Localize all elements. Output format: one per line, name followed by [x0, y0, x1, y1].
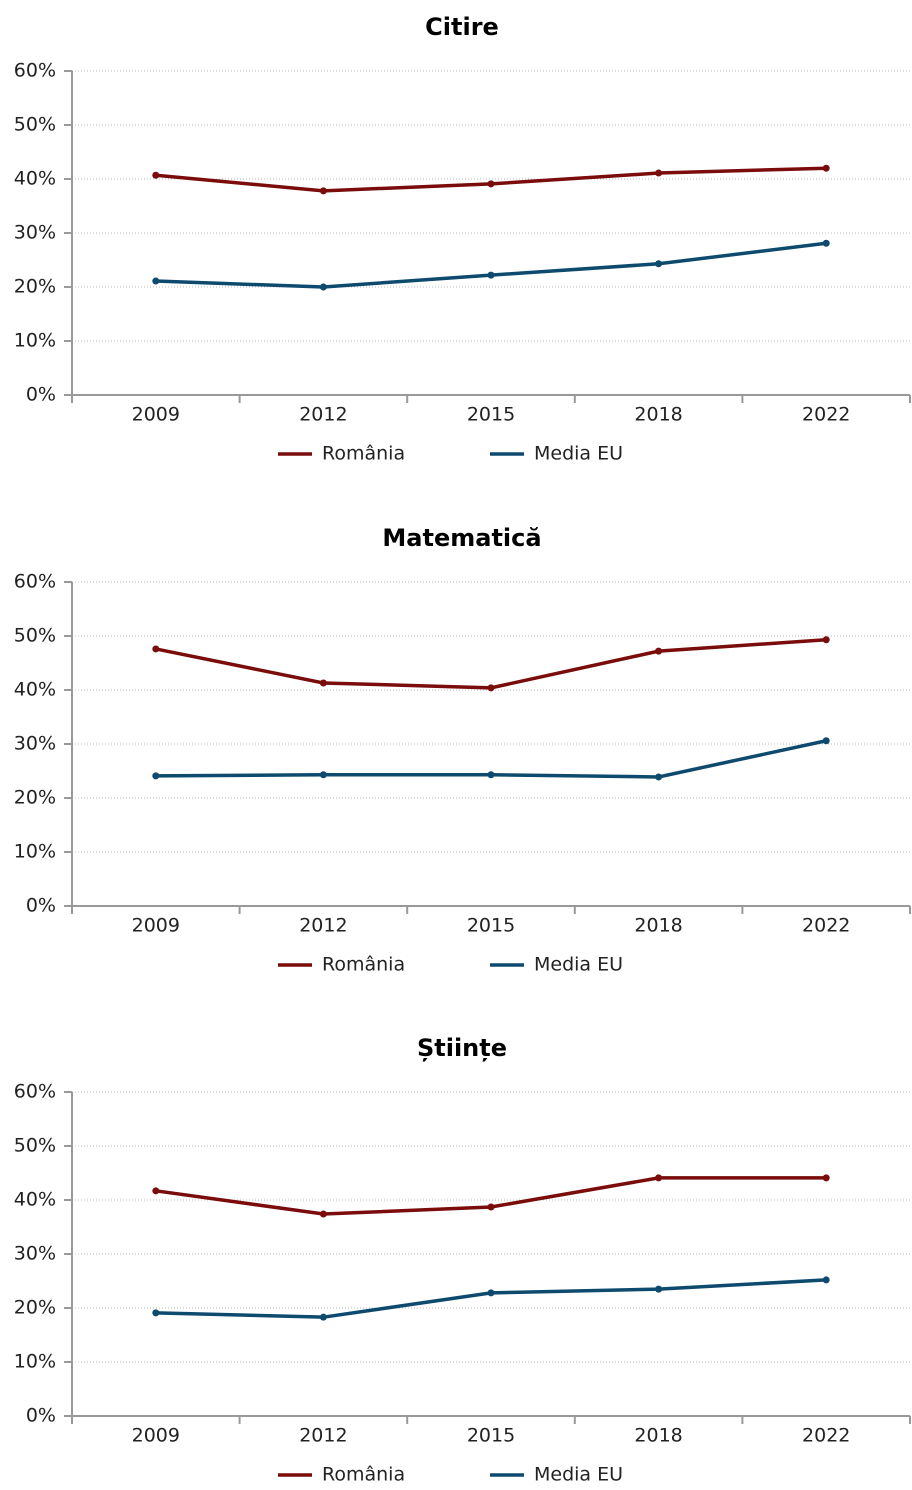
y-tick-label: 50%	[14, 114, 56, 136]
y-tick-label: 20%	[14, 1297, 56, 1319]
x-tick-label: 2012	[299, 915, 347, 937]
y-tick-label: 20%	[14, 787, 56, 809]
y-tick-label: 40%	[14, 168, 56, 190]
y-tick-label: 40%	[14, 1189, 56, 1211]
x-tick-label: 2015	[467, 404, 515, 426]
line	[155, 638, 827, 690]
point	[822, 1276, 830, 1284]
x-tick-label: 2018	[634, 915, 682, 937]
x-tick-label: 2009	[132, 404, 180, 426]
chart-title: Matematică	[382, 524, 541, 552]
x-tick-label: 2012	[299, 404, 347, 426]
y-tick-label: 60%	[14, 60, 56, 82]
point	[655, 1285, 663, 1293]
point	[152, 277, 160, 285]
x-tick-label: 2022	[802, 915, 850, 937]
point	[152, 772, 160, 780]
y-tick-label: 10%	[14, 330, 56, 352]
y-tick-label: 10%	[14, 841, 56, 863]
point	[319, 771, 327, 779]
point	[487, 180, 495, 188]
line	[155, 241, 827, 289]
point	[487, 1289, 495, 1297]
line	[155, 166, 827, 193]
point	[319, 679, 327, 687]
line	[155, 1278, 827, 1319]
legend-label: Media EU	[534, 1464, 623, 1486]
point	[319, 187, 327, 195]
point	[822, 636, 830, 644]
point	[487, 771, 495, 779]
point	[655, 260, 663, 268]
point	[655, 773, 663, 781]
y-tick-label: 30%	[14, 1243, 56, 1265]
x-tick-label: 2015	[467, 1425, 515, 1447]
y-tick-label: 30%	[14, 222, 56, 244]
y-tick-label: 50%	[14, 1135, 56, 1157]
x-tick-label: 2018	[634, 1425, 682, 1447]
x-tick-label: 2022	[802, 404, 850, 426]
y-tick-label: 50%	[14, 625, 56, 647]
point	[152, 171, 160, 179]
legend-label: România	[322, 443, 405, 465]
y-tick-label: 60%	[14, 571, 56, 593]
point	[822, 737, 830, 745]
y-tick-label: 60%	[14, 1081, 56, 1103]
chart-title: Citire	[425, 13, 499, 41]
point	[487, 684, 495, 692]
point	[319, 1313, 327, 1321]
x-tick-label: 2018	[634, 404, 682, 426]
x-tick-label: 2012	[299, 1425, 347, 1447]
point	[152, 1309, 160, 1317]
y-tick-label: 0%	[26, 895, 56, 917]
point	[655, 169, 663, 177]
y-tick-label: 0%	[26, 384, 56, 406]
point	[152, 1187, 160, 1195]
y-tick-label: 20%	[14, 276, 56, 298]
legend-label: România	[322, 1464, 405, 1486]
x-tick-label: 2022	[802, 1425, 850, 1447]
legend-label: Media EU	[534, 954, 623, 976]
point	[822, 1174, 830, 1182]
point	[822, 239, 830, 247]
chart-title: Științe	[417, 1034, 507, 1062]
point	[655, 647, 663, 655]
y-tick-label: 30%	[14, 733, 56, 755]
x-tick-label: 2009	[132, 1425, 180, 1447]
y-tick-label: 0%	[26, 1405, 56, 1427]
x-tick-label: 2009	[132, 915, 180, 937]
point	[319, 283, 327, 291]
y-tick-label: 40%	[14, 679, 56, 701]
point	[655, 1174, 663, 1182]
legend-label: Media EU	[534, 443, 623, 465]
point	[487, 1203, 495, 1211]
legend-label: România	[322, 954, 405, 976]
point	[487, 271, 495, 279]
point	[152, 645, 160, 653]
point	[319, 1210, 327, 1218]
point	[822, 164, 830, 172]
x-tick-label: 2015	[467, 915, 515, 937]
y-tick-label: 10%	[14, 1351, 56, 1373]
